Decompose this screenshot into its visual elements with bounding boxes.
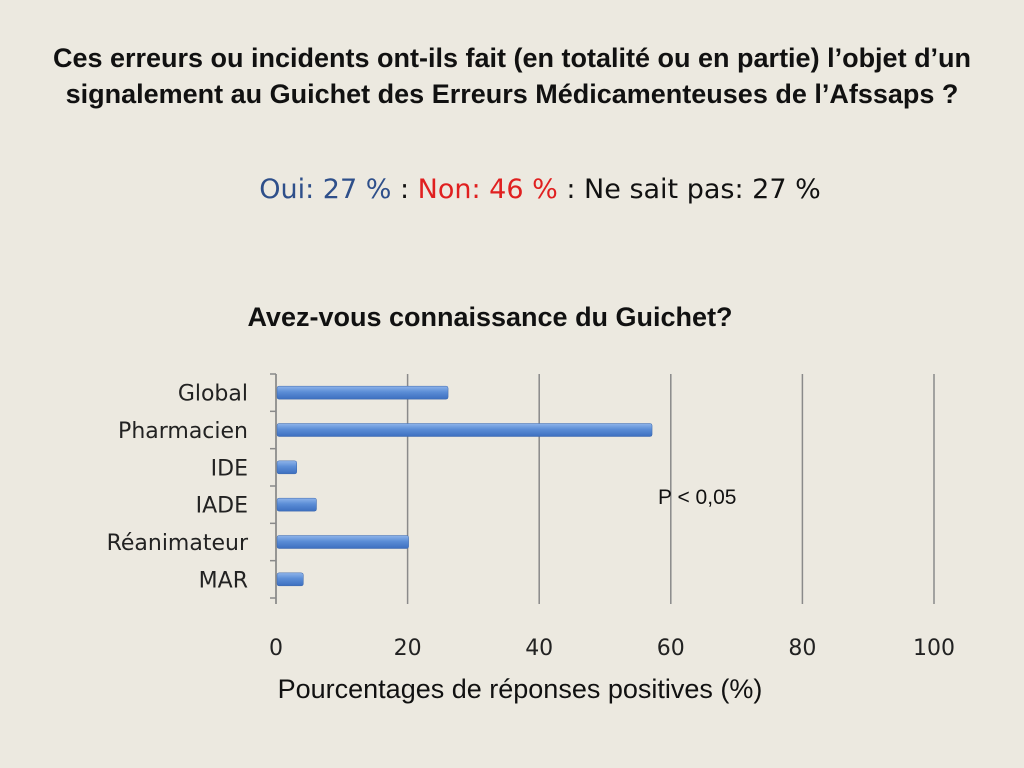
slide-title: Ces erreurs ou incidents ont-ils fait (e… [52, 43, 972, 109]
y-tick-label: MAR [199, 568, 248, 593]
bar [276, 385, 449, 400]
answer-unknown-label: Ne sait pas: [584, 174, 744, 205]
y-tick-label: Global [178, 382, 248, 407]
y-tick-label: Réanimateur [107, 531, 249, 556]
x-tick-label: 0 [269, 636, 283, 661]
answer-summary: Oui: 27 % : Non: 46 % : Ne sait pas: 27 … [180, 174, 900, 205]
bar [276, 423, 653, 437]
bar [276, 497, 317, 512]
bar [276, 460, 297, 475]
answer-separator: : [391, 174, 418, 205]
answer-yes-label: Oui: [259, 174, 315, 205]
x-tick-label: 100 [913, 636, 955, 661]
bar [276, 572, 304, 587]
x-axis-label: Pourcentages de réponses positives (%) [277, 674, 763, 704]
chart-title: Avez-vous connaissance du Guichet? [247, 302, 733, 332]
answer-unknown-value: 27 % [752, 174, 821, 205]
y-tick-label: IDE [211, 456, 248, 481]
x-tick-label: 20 [394, 636, 422, 661]
answer-yes-value: 27 % [322, 174, 392, 205]
answer-separator: : [557, 174, 585, 205]
bar [276, 535, 409, 549]
y-tick-label: Pharmacien [118, 419, 248, 444]
x-tick-label: 60 [657, 636, 685, 661]
answer-no-value: 46 % [489, 174, 558, 205]
p-value-annotation: P < 0,05 [658, 486, 736, 509]
x-tick-label: 80 [788, 636, 816, 661]
x-tick-label: 40 [525, 636, 553, 661]
answer-no-label: Non: [417, 174, 481, 205]
y-tick-label: IADE [196, 494, 248, 519]
